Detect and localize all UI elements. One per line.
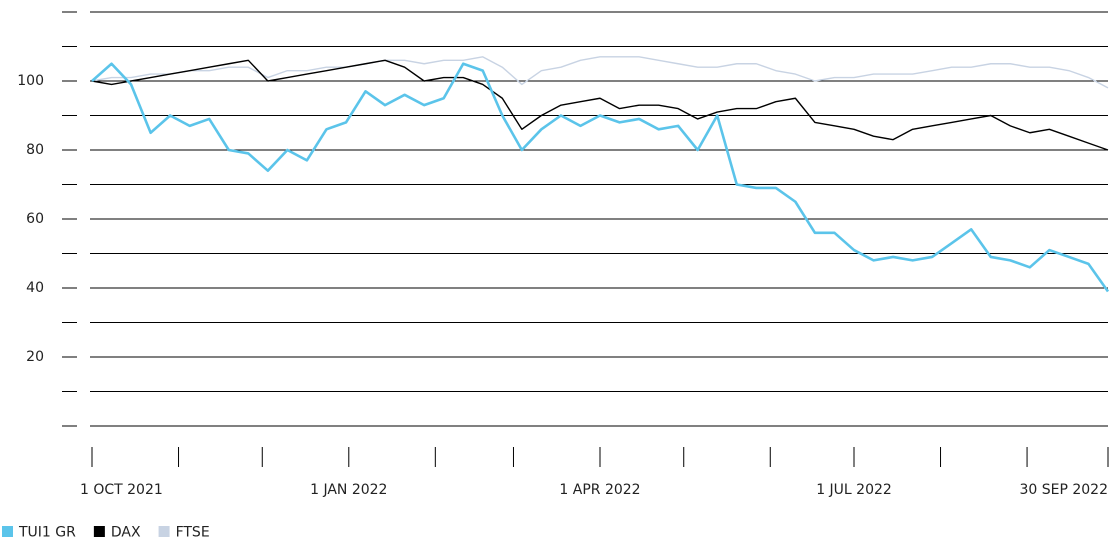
y-tick-label: 80 (26, 142, 44, 158)
x-tick-label: 30 SEP 2022 (1019, 482, 1108, 498)
legend-swatch (93, 526, 105, 537)
y-tick-label: 60 (26, 211, 44, 227)
y-tick-label: 40 (26, 280, 44, 296)
x-tick-label: 1 OCT 2021 (80, 482, 163, 498)
x-tick-label: 1 APR 2022 (559, 482, 640, 498)
legend-label: TUI1 GR (18, 525, 76, 540)
x-tick-label: 1 JUL 2022 (816, 482, 892, 498)
legend-swatch (158, 526, 170, 537)
legend-label: FTSE (176, 525, 210, 540)
legend-label: DAX (111, 525, 141, 540)
series-line (91, 62, 1110, 293)
series-line (91, 59, 1109, 151)
y-tick-label: 100 (17, 73, 44, 89)
y-tick-label: 20 (26, 349, 44, 365)
legend-swatch (2, 526, 13, 537)
x-tick-label: 1 JAN 2022 (310, 482, 387, 498)
